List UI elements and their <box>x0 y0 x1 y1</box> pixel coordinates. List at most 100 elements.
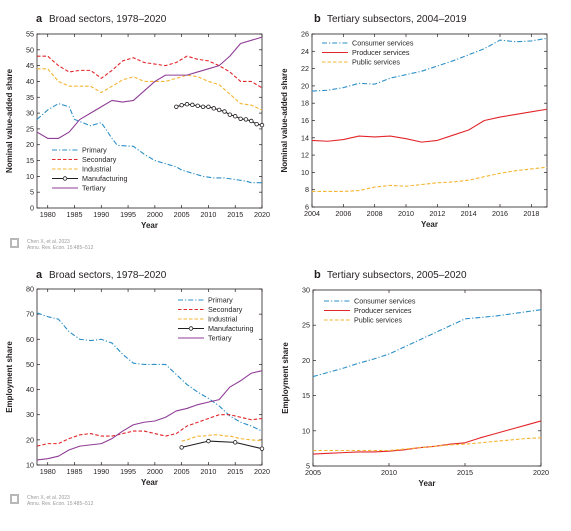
x-tick-label: 2010 <box>200 210 216 219</box>
legend-label: Producer services <box>354 306 412 315</box>
y-tick-label: 8 <box>305 185 309 194</box>
x-tick-label: 2005 <box>174 467 190 476</box>
y-tick-label: 20 <box>302 356 310 365</box>
panel-letter: b <box>314 269 321 281</box>
plot-frame <box>311 33 548 208</box>
series-line-manufacturing <box>181 440 263 450</box>
x-tick-label: 1990 <box>93 210 109 219</box>
y-tick-label: 10 <box>301 168 309 177</box>
series-point <box>259 122 265 128</box>
x-tick-label: 2010 <box>200 467 216 476</box>
legend-label: Industrial <box>82 165 112 174</box>
series-point <box>222 109 227 114</box>
series-point <box>184 102 190 107</box>
legend-label: Public services <box>354 316 402 325</box>
y-tick-label: 40 <box>26 77 34 86</box>
chart-title: Broad sectors, 1978–2020 <box>49 14 167 25</box>
series-point <box>216 107 222 113</box>
y-tick-label: 50 <box>26 45 34 54</box>
y-tick-label: 30 <box>302 286 310 295</box>
y-tick-label: 16 <box>301 116 309 125</box>
x-tick-label: 2010 <box>398 209 414 218</box>
series-point <box>179 102 184 108</box>
y-tick-label: 45 <box>26 61 34 70</box>
series-line-manufacturing <box>176 103 263 126</box>
series-point <box>249 118 254 124</box>
x-tick-label: 2015 <box>227 210 243 219</box>
x-tick-label: 1995 <box>120 210 136 219</box>
x-tick-label: 2020 <box>254 210 270 219</box>
x-axis-label: Year <box>419 479 436 488</box>
legend-label: Secondary <box>208 305 243 314</box>
y-tick-label: 30 <box>26 109 34 118</box>
series-line-public-services <box>312 166 548 192</box>
series-point <box>190 102 195 108</box>
x-tick-label: 1980 <box>40 210 56 219</box>
y-axis-label: Employment share <box>281 342 290 414</box>
x-tick-label: 1995 <box>120 467 136 476</box>
x-tick-label: 1985 <box>67 210 83 219</box>
y-tick-label: 35 <box>26 93 34 102</box>
series-point <box>179 445 184 450</box>
chart-panel-3: a Broad sectors, 1978–2020 1980 1985 1990 199… <box>5 269 270 487</box>
x-tick-label: 2005 <box>174 210 190 219</box>
series-point <box>174 104 179 109</box>
x-tick-label: 1990 <box>93 467 109 476</box>
series-line-industrial <box>181 434 262 442</box>
series-point <box>243 117 249 122</box>
y-tick-label: 14 <box>301 133 309 142</box>
panel-letter: b <box>314 13 321 25</box>
x-tick-label: 1980 <box>40 467 56 476</box>
y-tick-label: 40 <box>26 385 34 394</box>
legend-label: Consumer services <box>354 297 416 306</box>
series-point <box>206 438 211 444</box>
x-axis-label: Year <box>421 220 438 229</box>
annual-reviews-logo-icon <box>10 238 19 248</box>
legend-label: Tertiary <box>208 334 232 343</box>
series-point <box>254 121 259 127</box>
citation-line-1: Chen X, et al. 2023 <box>27 239 70 245</box>
citation-line-2: Annu. Rev. Econ. 15:485–512 <box>27 501 94 507</box>
y-tick-label: 5 <box>306 462 310 471</box>
chart-title: Tertiary subsectors, 2005–2020 <box>327 270 467 281</box>
series-line-producer-services <box>311 108 548 143</box>
y-tick-label: 80 <box>26 285 34 294</box>
y-tick-label: 15 <box>302 391 310 400</box>
series-line-tertiary <box>36 370 263 461</box>
series-line-tertiary <box>36 36 263 139</box>
chart-title: Broad sectors, 1978–2020 <box>49 270 167 281</box>
y-tick-label: 20 <box>301 81 309 90</box>
y-tick-label: 25 <box>302 321 310 330</box>
y-tick-label: 12 <box>301 151 309 160</box>
series-line-industrial <box>37 68 263 111</box>
legend-label: Manufacturing <box>208 324 254 333</box>
x-tick-label: 2005 <box>305 468 321 477</box>
annual-reviews-logo-icon <box>10 494 19 504</box>
chart-panel-1: a Broad sectors, 1978–2020 1980 1985 1990 199… <box>5 13 270 230</box>
y-tick-label: 24 <box>301 47 309 56</box>
x-tick-label: 2000 <box>147 210 163 219</box>
legend-label: Producer services <box>352 48 410 57</box>
y-tick-label: 18 <box>301 99 309 108</box>
plot-frame <box>36 288 263 466</box>
y-axis-label: Nominal value-added share <box>5 68 14 173</box>
logo-inner <box>12 496 17 502</box>
x-tick-label: 2020 <box>533 468 549 477</box>
series-point <box>238 116 243 121</box>
x-axis-label: Year <box>141 221 158 230</box>
y-tick-label: 0 <box>30 204 34 213</box>
y-tick-label: 25 <box>26 124 34 133</box>
x-tick-label: 1985 <box>67 467 83 476</box>
legend-label: Consumer services <box>352 39 414 48</box>
y-tick-label: 30 <box>26 410 34 419</box>
x-tick-label: 2008 <box>367 209 383 218</box>
y-tick-label: 15 <box>26 156 34 165</box>
series-line-public-services <box>313 437 542 452</box>
legend-label: Public services <box>352 58 400 67</box>
x-tick-label: 2000 <box>147 467 163 476</box>
legend-label: Primary <box>208 296 233 305</box>
